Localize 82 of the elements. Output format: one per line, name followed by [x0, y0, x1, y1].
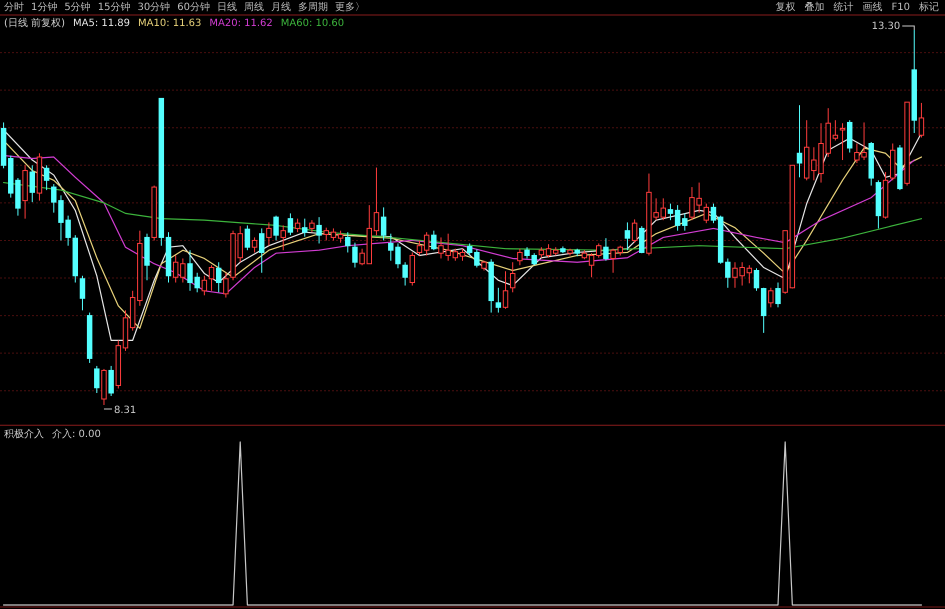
candlestick: [438, 236, 444, 259]
text: 周线: [244, 1, 264, 13]
candlestick: [352, 242, 358, 268]
candlestick: [632, 218, 638, 244]
candlestick: [108, 365, 114, 396]
chart-title: 积极介入: [4, 428, 44, 440]
text: 统计: [834, 1, 854, 13]
text: 复权: [776, 1, 796, 13]
candlestick: [294, 218, 300, 233]
candlestick: [624, 222, 630, 251]
text: MA10: 11.63: [138, 18, 202, 29]
candlestick: [796, 104, 802, 178]
text: 画线: [862, 1, 883, 13]
text: 月线: [270, 1, 291, 13]
candlestick: [380, 206, 386, 241]
candlestick: [431, 230, 437, 251]
candlestick: [208, 264, 214, 292]
text: 15分钟: [98, 1, 130, 13]
candlestick: [44, 164, 50, 191]
text: F10: [892, 2, 910, 13]
candlestick: [194, 272, 200, 293]
candlestick: [689, 186, 695, 221]
candlestick: [345, 232, 350, 253]
candlestick: [338, 230, 344, 244]
candlestick: [252, 236, 258, 253]
candlestick: [244, 224, 250, 251]
candlestick: [496, 287, 502, 314]
annotation: 8.31: [114, 405, 136, 416]
candlestick: [223, 272, 229, 298]
text: MA60: 10.60: [280, 18, 344, 29]
candlestick: [187, 250, 193, 292]
candlestick: [517, 248, 523, 266]
text: 多周期: [298, 1, 328, 13]
candlestick: [266, 222, 272, 246]
candlestick: [696, 182, 702, 214]
candlestick: [582, 250, 588, 260]
text: 介入: 0.00: [52, 428, 101, 440]
candlestick: [775, 282, 781, 308]
candlestick: [416, 240, 422, 256]
candlestick: [202, 275, 208, 296]
candlestick: [481, 260, 487, 271]
candlestick: [710, 203, 716, 224]
candlestick: [538, 246, 544, 258]
candlestick: [460, 248, 466, 262]
text: 1分钟: [31, 1, 58, 13]
candlestick: [854, 143, 860, 164]
text: 60分钟: [177, 1, 210, 13]
candlestick: [510, 262, 516, 293]
candlestick: [668, 203, 674, 221]
annotation: 13.30: [872, 21, 900, 32]
candlestick: [424, 232, 430, 256]
candlestick: [302, 218, 308, 238]
candlestick: [288, 212, 294, 236]
text: 标记: [918, 1, 939, 13]
text: 5分钟: [64, 1, 91, 13]
candlestick: [80, 275, 86, 311]
candlestick: [402, 262, 408, 286]
candlestick: [309, 220, 315, 233]
candlestick: [94, 365, 100, 394]
text: MA20: 11.62: [209, 18, 273, 29]
candlestick: [918, 102, 924, 138]
candlestick: [316, 216, 322, 244]
text: 分时: [4, 1, 24, 13]
text: 30分钟: [137, 1, 170, 13]
candlestick: [216, 262, 222, 293]
candlestick: [30, 164, 35, 203]
candlestick: [603, 238, 609, 262]
text: 叠加: [804, 1, 825, 13]
chart-title: (日线 前复权): [4, 17, 66, 29]
candlestick: [273, 215, 279, 241]
text: 更多〉: [334, 1, 365, 13]
candlestick: [280, 224, 286, 251]
candlestick: [861, 122, 867, 161]
candlestick: [704, 203, 710, 224]
candlestick: [259, 228, 264, 274]
text: 日线: [216, 1, 237, 13]
candlestick: [840, 122, 846, 161]
candlestick: [754, 268, 760, 292]
candlestick: [768, 287, 774, 308]
text: MA5: 11.89: [72, 18, 130, 29]
candlestick: [732, 262, 738, 288]
candlestick: [502, 270, 508, 310]
